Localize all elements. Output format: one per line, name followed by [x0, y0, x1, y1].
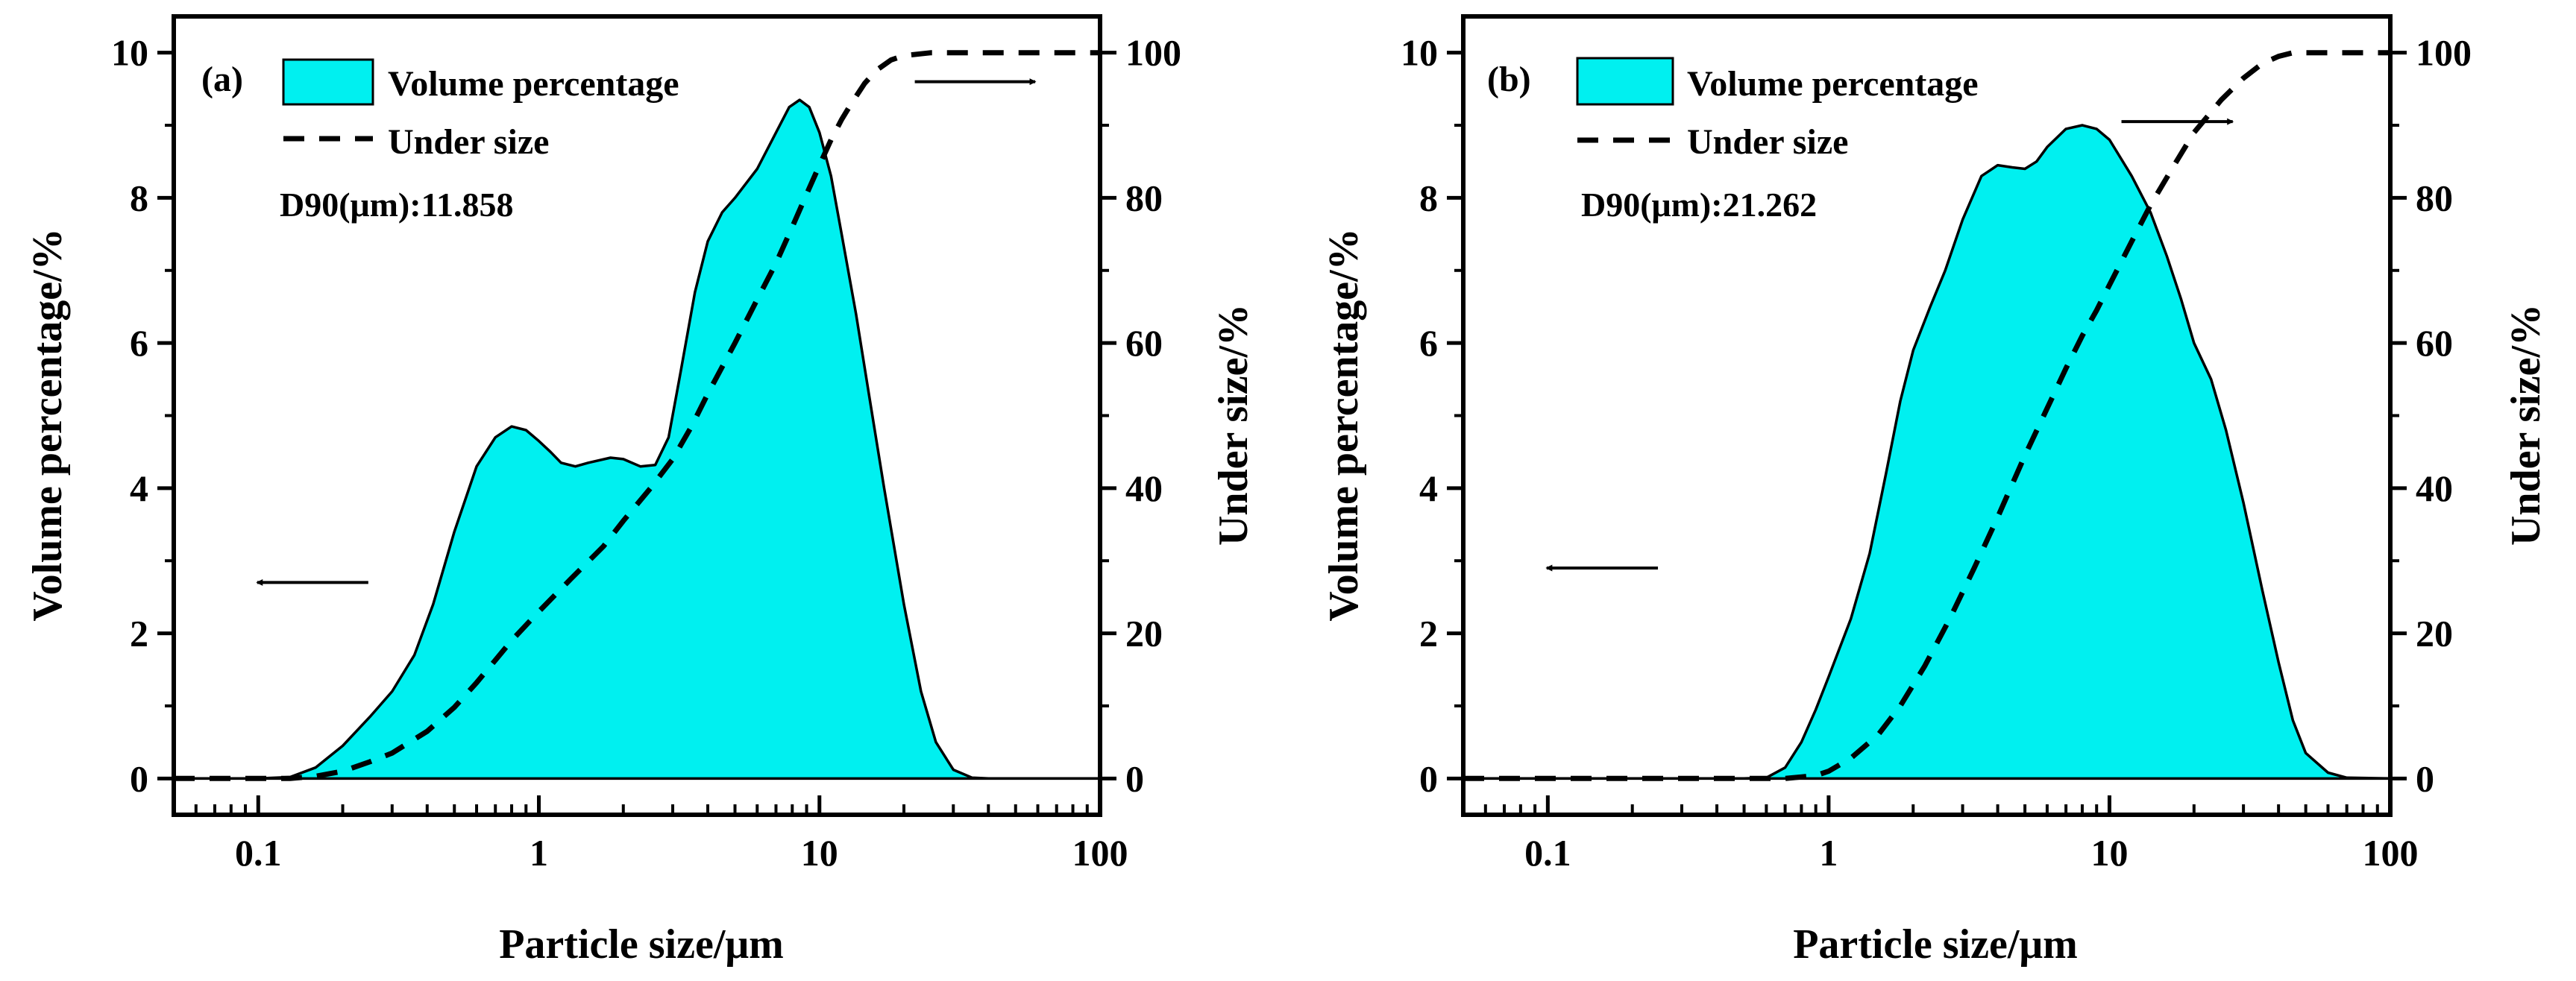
y2-tick-label: 60 [1125, 322, 1163, 364]
y2-tick-label: 100 [2416, 32, 2472, 74]
x-tick-label: 1 [1819, 832, 1838, 874]
legend-label: Volume percentage [388, 64, 679, 104]
y2-tick-label: 0 [1125, 757, 1144, 799]
x-tick-label: 0.1 [235, 832, 282, 874]
y-tick-label: 0 [1419, 757, 1438, 799]
panel-label: (a) [201, 60, 243, 99]
y-tick-label: 6 [1419, 322, 1438, 364]
x-tick-label: 100 [2363, 832, 2419, 874]
panel-label: (b) [1487, 60, 1531, 99]
y-tick-label: 10 [1401, 32, 1438, 74]
y-tick-label: 8 [1419, 177, 1438, 218]
legend-label: Volume percentage [1687, 64, 1979, 104]
legend-label: Under size [388, 122, 549, 162]
y-tick-label: 8 [130, 177, 148, 218]
y2-tick-label: 100 [1125, 32, 1181, 74]
x-axis-title: Particle size/μm [499, 921, 784, 968]
legend: Volume percentage Under size [282, 58, 679, 162]
x-tick-label: 10 [2090, 832, 2128, 874]
x-tick-label: 1 [530, 832, 548, 874]
d90-annotation: D90(μm):11.858 [280, 186, 514, 224]
y-tick-label: 2 [130, 613, 148, 654]
under-size-line [1463, 50, 2390, 781]
y2-axis-title: Under size/% [1210, 304, 1257, 546]
volume-percentage-area [172, 98, 1102, 780]
y2-tick-label: 20 [1125, 613, 1163, 654]
legend-label: Under size [1687, 122, 1848, 162]
y-tick-label: 10 [111, 32, 148, 74]
legend-swatch-fill [1576, 57, 1674, 106]
y-tick-label: 0 [130, 757, 148, 799]
y2-axis-title: Under size/% [2503, 304, 2549, 546]
x-axis-title: Particle size/μm [1793, 921, 2078, 968]
legend-swatch-fill [282, 58, 374, 106]
y2-tick-label: 80 [2416, 177, 2453, 218]
y-tick-label: 6 [130, 322, 148, 364]
y-tick-label: 4 [1419, 467, 1438, 509]
x-tick-label: 0.1 [1524, 832, 1571, 874]
y-tick-label: 4 [130, 467, 148, 509]
y2-tick-label: 60 [2416, 322, 2453, 364]
y2-tick-label: 40 [1125, 467, 1163, 509]
x-tick-label: 10 [801, 832, 838, 874]
y-axis-title: Volume percentage/% [25, 228, 71, 621]
y2-tick-label: 20 [2416, 613, 2453, 654]
d90-annotation: D90(μm):21.262 [1581, 186, 1817, 224]
y-axis-title: Volume percentage/% [1321, 228, 1367, 621]
y2-tick-label: 0 [2416, 757, 2434, 799]
legend: Volume percentage Under size [1576, 57, 1979, 162]
x-tick-label: 100 [1072, 832, 1128, 874]
under-size-line [174, 50, 1100, 781]
y2-tick-label: 40 [2416, 467, 2453, 509]
y2-tick-label: 80 [1125, 177, 1163, 218]
volume-percentage-area [1462, 124, 2392, 780]
y-tick-label: 2 [1419, 613, 1438, 654]
